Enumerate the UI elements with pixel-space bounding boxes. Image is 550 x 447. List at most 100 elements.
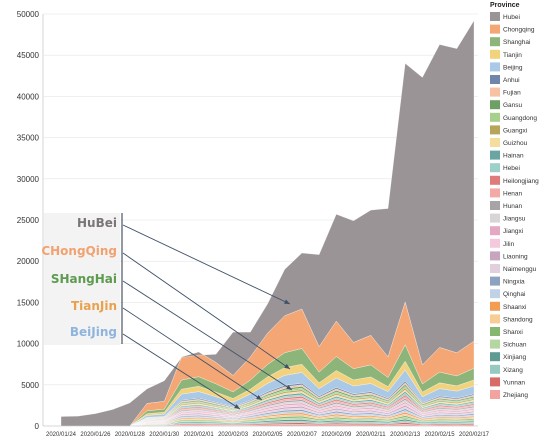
legend-label: Hainan [503,153,524,160]
legend-label: Beijing [503,64,523,71]
y-tick-label: 35000 [17,134,40,143]
legend-label: Xinjiang [503,354,527,361]
annotation-arrowhead [234,404,240,409]
legend-label: Hunan [503,203,523,210]
legend-label: Shanxi [503,329,523,336]
y-axis: 0 5000 10000 15000 20000 25000 30000 35000 40000… [17,10,44,431]
annotations: HuBei CHongQing SHangHai TianJin BeiJing [41,213,293,410]
annotation-arrow [122,307,263,401]
legend-swatch [490,377,500,387]
legend-swatch [490,264,500,273]
x-tick-label: 2020/02/11 [356,432,386,438]
legend-swatch [490,289,500,299]
y-tick-label: 25000 [17,216,40,225]
y-tick-label: 45000 [17,51,40,60]
legend-swatch [490,175,500,185]
annotation-label: CHongQing [41,244,117,258]
x-tick-label: 2020/01/28 [115,432,146,438]
legend-label: Jiangxi [503,228,523,235]
legend-label: Anhui [503,77,520,84]
legend-swatch [490,226,500,236]
legend-label: Guangdong [503,115,537,122]
legend-label: Shaanxi [503,304,527,311]
y-tick-label: 20000 [17,257,40,266]
legend-label: Jiangsu [503,216,526,223]
annotation-arrowhead [256,395,262,400]
legend-swatch [490,352,500,362]
legend-swatch [490,37,500,47]
annotation-label: HuBei [77,216,117,230]
y-tick-label: 10000 [17,340,40,349]
legend-swatch [490,390,500,399]
x-tick-label: 2020/02/07 [287,432,318,438]
legend-swatch [490,201,500,210]
annotation-arrow [122,252,291,370]
legend-label: Jilin [503,241,515,248]
legend-label: Sichuan [503,342,527,349]
legend-label: Qinghai [503,291,525,298]
plot-area [60,20,475,427]
legend-swatch [490,301,500,311]
x-tick-label: 2020/02/13 [390,432,421,438]
x-tick-label: 2020/02/09 [321,432,352,438]
legend-swatch [490,251,500,261]
legend-swatch [490,12,500,21]
legend-label: Guizhou [503,140,528,147]
legend-label: Liaoning [503,253,528,260]
annotation-arrow [122,333,241,410]
legend-label: Hubei [503,14,520,21]
legend-swatch [490,150,500,160]
x-tick-label: 2020/02/15 [425,432,456,438]
area-hubei [60,20,475,427]
legend-title: Province [490,2,520,9]
annotation-arrowhead [286,385,292,390]
x-tick-label: 2020/01/26 [80,432,111,438]
legend-label: Tianjin [503,52,522,59]
legend-swatch [490,138,500,147]
legend-swatch [490,87,500,97]
y-tick-label: 40000 [17,92,40,101]
y-tick-label: 0 [35,422,40,431]
legend-swatch [490,238,500,248]
legend-swatch [490,364,500,374]
legend-swatch [490,339,500,349]
legend-swatch [490,125,500,135]
legend-label: Naimenggu [503,266,537,273]
legend-swatch [490,112,500,122]
legend-swatch [490,24,500,34]
legend-label: Chongqing [503,27,535,34]
x-axis: 2020/01/24 2020/01/26 2020/01/28 2020/01/30… [43,425,490,438]
legend-swatch [490,163,500,173]
legend-label: Heilongjiang [503,178,539,185]
annotation-arrowhead [284,299,290,304]
annotation-panel [44,213,120,345]
legend-swatch [490,327,500,336]
annotation-arrow [122,224,291,305]
legend-swatch [490,75,500,84]
legend-swatch [490,62,500,72]
legend-label: Shanghai [503,39,530,46]
legend-label: Henan [503,190,523,197]
annotation-label: TianJin [71,299,117,313]
legend: Province Hubei Chongqing Shanghai Tianjin Bei… [490,2,539,399]
legend-swatch [490,276,500,286]
legend-swatch [490,314,500,324]
legend-label: Gansu [503,102,523,109]
legend-label: Xizang [503,367,523,374]
x-tick-label: 2020/02/03 [218,432,249,438]
x-tick-label: 2020/01/30 [149,432,180,438]
legend-label: Shandong [503,316,533,323]
legend-swatch [490,188,500,198]
legend-label: Fujian [503,90,521,97]
legend-swatch [490,100,500,110]
y-tick-label: 50000 [17,10,40,19]
y-tick-label: 5000 [21,381,39,390]
annotation-arrow [122,280,293,391]
legend-label: Yunnan [503,379,525,386]
legend-label: Hebei [503,165,520,172]
annotation-label: SHangHai [51,272,117,286]
annotation-label: BeiJing [70,325,117,339]
y-tick-label: 15000 [17,298,40,307]
legend-label: Ningxia [503,279,525,286]
